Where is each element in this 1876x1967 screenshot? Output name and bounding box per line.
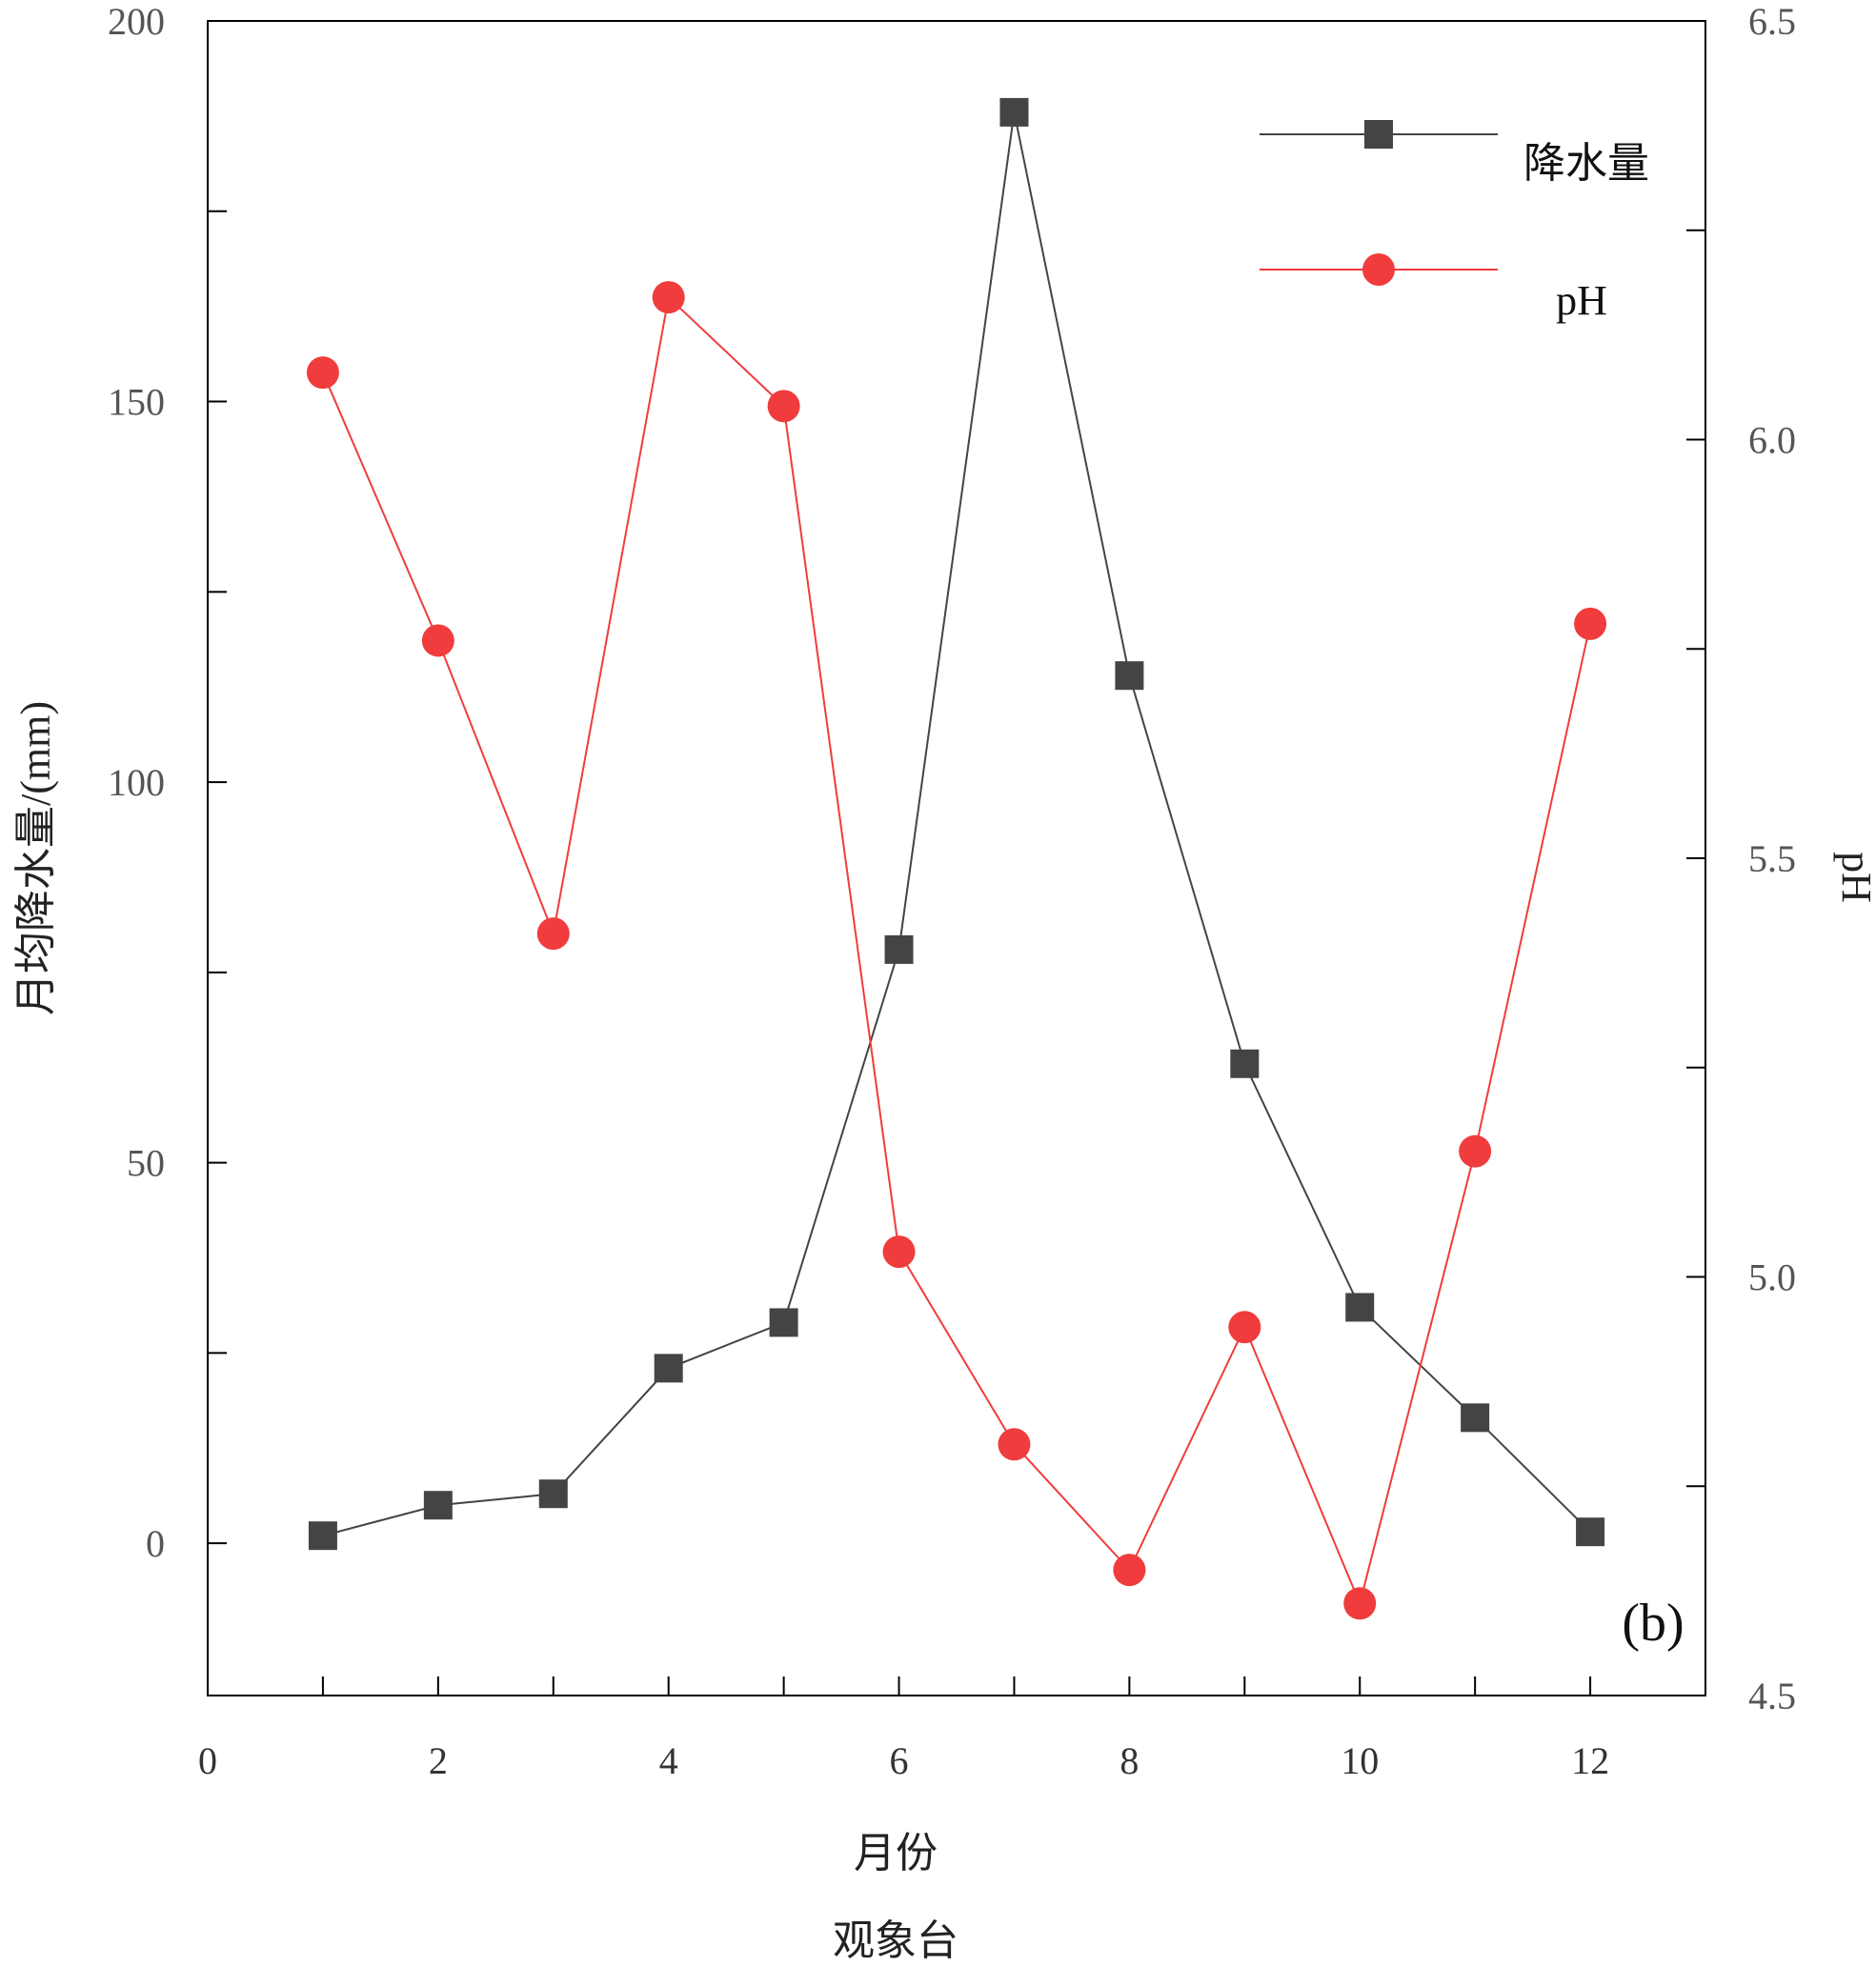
precipitation-point	[423, 1491, 453, 1520]
plot-frame	[207, 20, 1706, 1696]
y-left-tick-label: 150	[108, 381, 165, 424]
x-tick-label: 2	[429, 1739, 448, 1782]
ph-point	[421, 624, 454, 657]
y-left-tick-label: 50	[127, 1142, 165, 1185]
precipitation-point	[884, 934, 914, 964]
ph-point	[1113, 1554, 1146, 1587]
right-y-axis: 4.5 5.0 5.5 6.0 6.5	[1686, 0, 1796, 1717]
panel-label: (b)	[1622, 1594, 1684, 1653]
precipitation-point	[1345, 1293, 1375, 1322]
ph-series	[306, 281, 1607, 1620]
legend: 降水量 pH	[1260, 120, 1649, 324]
left-y-axis: 0 50 100 150 200	[108, 0, 227, 1565]
y-right-tick-label: 6.5	[1748, 0, 1796, 43]
ph-line	[322, 295, 1592, 1607]
y-axis-left-title: 月均降水量/(mm)	[12, 701, 59, 1015]
ph-point	[1459, 1134, 1492, 1168]
precipitation-point	[1461, 1403, 1490, 1433]
y-right-tick-label: 5.5	[1748, 837, 1796, 880]
legend-square-marker	[1364, 120, 1393, 149]
y-right-tick-label: 4.5	[1748, 1675, 1796, 1717]
ph-point	[767, 390, 800, 423]
x-tick-label: 12	[1571, 1739, 1609, 1782]
precipitation-line	[322, 111, 1591, 1537]
ph-point	[306, 356, 339, 390]
precipitation-point	[538, 1479, 568, 1509]
precipitation-point	[999, 97, 1029, 127]
ph-point	[1574, 607, 1607, 640]
legend-label: pH	[1556, 277, 1607, 324]
precipitation-series	[308, 97, 1605, 1551]
precipitation-point	[654, 1354, 683, 1383]
precipitation-point	[1230, 1049, 1260, 1078]
y-left-tick-label: 0	[146, 1522, 165, 1565]
precipitation-point	[769, 1308, 798, 1337]
precipitation-point	[1576, 1517, 1605, 1547]
y-left-tick-label: 200	[108, 0, 165, 43]
precipitation-point	[308, 1521, 337, 1551]
precipitation-point	[1115, 661, 1144, 691]
x-tick-label: 8	[1120, 1739, 1139, 1782]
y-right-tick-label: 5.0	[1748, 1256, 1796, 1299]
y-axis-right-title: pH	[1833, 852, 1876, 903]
ph-point	[536, 917, 570, 951]
legend-circle-marker	[1362, 253, 1395, 286]
x-tick-label: 6	[890, 1739, 909, 1782]
chart-subtitle: 观象台	[833, 1917, 958, 1964]
ph-point	[998, 1428, 1031, 1461]
x-axis: 0 2 4 6 8 10 12	[198, 1676, 1609, 1782]
x-axis-title: 月份	[854, 1830, 938, 1877]
x-tick-label: 10	[1341, 1739, 1379, 1782]
ph-point	[882, 1235, 916, 1269]
y-left-tick-label: 100	[108, 761, 165, 804]
y-right-tick-label: 6.0	[1748, 419, 1796, 462]
ph-point	[1343, 1587, 1377, 1620]
x-tick-label: 0	[198, 1739, 217, 1782]
ph-point	[652, 281, 685, 314]
legend-label: 降水量	[1523, 140, 1649, 187]
x-tick-label: 4	[659, 1739, 678, 1782]
series-layer	[306, 97, 1607, 1620]
ph-point	[1228, 1311, 1261, 1344]
